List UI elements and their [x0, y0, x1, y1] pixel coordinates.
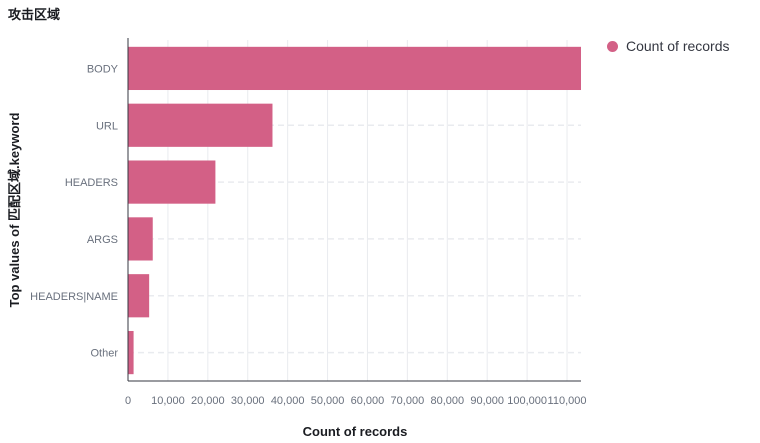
x-tick-label: 10,000: [151, 395, 185, 407]
bar-headers-name: [128, 274, 150, 318]
y-tick-label-headers-name: HEADERS|NAME: [30, 291, 118, 303]
x-tick-label: 30,000: [231, 395, 265, 407]
x-tick-label: 60,000: [351, 395, 385, 407]
panel-title: 攻击区域: [8, 7, 61, 22]
legend-label-count-of-records: Count of records: [626, 38, 730, 54]
bar-args: [128, 217, 153, 261]
x-tick-label: 90,000: [470, 395, 504, 407]
x-tick-label: 80,000: [430, 395, 464, 407]
legend-swatch: [607, 40, 618, 52]
x-tick-label: 20,000: [191, 395, 225, 407]
y-axis-title: Top values of 匹配区域.keyword: [7, 113, 22, 308]
x-tick-label: 50,000: [311, 395, 345, 407]
bar-other: [128, 330, 134, 375]
y-tick-label-other: Other: [90, 348, 118, 360]
bar-headers: [128, 160, 216, 204]
bar-body: [128, 46, 581, 91]
x-tick-label: 110,000: [548, 395, 587, 407]
x-axis-title: Count of records: [303, 424, 408, 439]
x-tick-label: 70,000: [391, 395, 425, 407]
y-tick-label-body: BODY: [87, 63, 119, 75]
x-tick-label: 0: [125, 395, 131, 407]
y-tick-label-args: ARGS: [87, 234, 118, 246]
bar-url: [128, 103, 273, 147]
x-tick-label: 40,000: [271, 395, 305, 407]
y-tick-label-headers: HEADERS: [65, 177, 118, 189]
x-tick-label: 100,000: [507, 395, 547, 407]
y-tick-label-url: URL: [96, 120, 118, 132]
legend[interactable]: Count of records: [607, 38, 730, 54]
